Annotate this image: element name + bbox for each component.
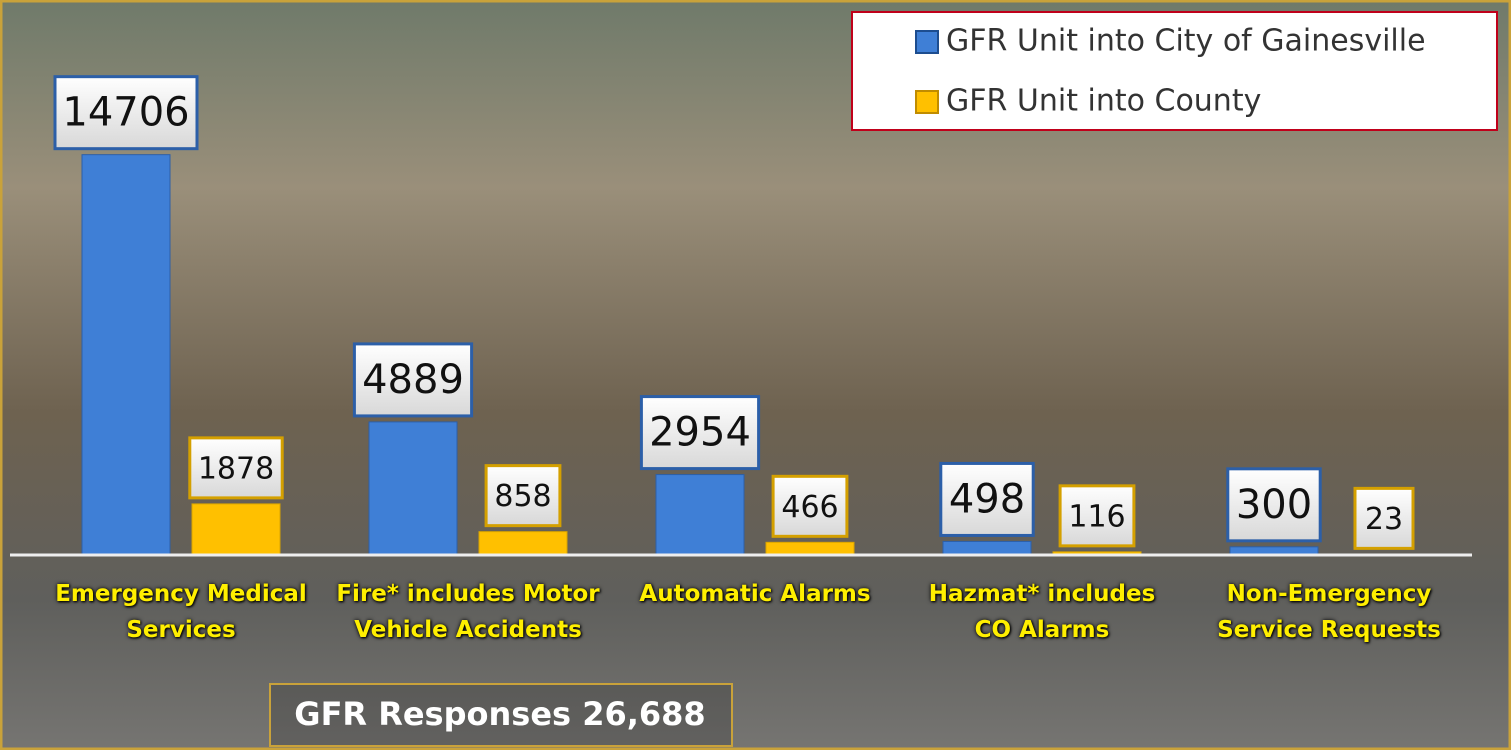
bar xyxy=(656,475,744,555)
value-label: 23 xyxy=(1365,502,1403,537)
x-tick-label: Non-Emergency Service Requests xyxy=(1194,576,1464,648)
legend-marker xyxy=(916,31,938,53)
bar xyxy=(82,155,170,555)
value-label: 300 xyxy=(1236,482,1312,528)
bar xyxy=(766,542,854,555)
legend-label: GFR Unit into County xyxy=(946,84,1261,119)
legend-marker xyxy=(916,91,938,113)
bar xyxy=(369,422,457,555)
annotation: GFR Responses 26,688 xyxy=(294,695,705,733)
value-label: 2954 xyxy=(649,410,751,456)
bar xyxy=(943,541,1031,555)
value-label: 1878 xyxy=(198,451,274,486)
value-label: 498 xyxy=(949,476,1025,522)
value-label: 14706 xyxy=(62,90,189,136)
value-label: 4889 xyxy=(362,357,464,403)
page: GFR Responses 26,688 14706 4889 2954 498 300… xyxy=(0,0,1511,750)
value-label: 116 xyxy=(1068,499,1125,534)
bar xyxy=(479,532,567,555)
x-tick-label: Emergency Medical Services xyxy=(46,576,316,648)
bar xyxy=(192,504,280,555)
x-tick-label: Fire* includes Motor Vehicle Accidents xyxy=(333,576,603,648)
x-tick-label: Automatic Alarms xyxy=(620,576,890,612)
legend-label: GFR Unit into City of Gainesville xyxy=(946,24,1426,59)
value-label: 466 xyxy=(781,490,838,525)
x-tick-label: Hazmat* includes CO Alarms xyxy=(907,576,1177,648)
value-label: 858 xyxy=(494,479,551,514)
